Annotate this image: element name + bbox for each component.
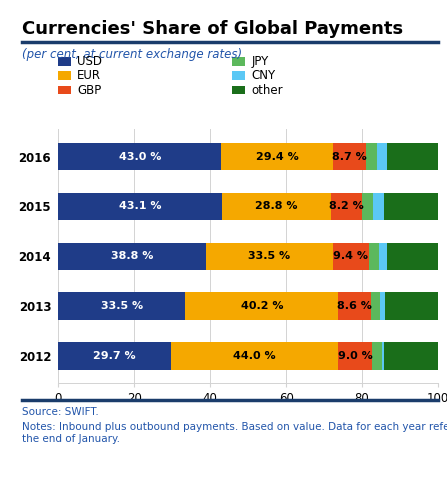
Text: 8.2 %: 8.2 % [329,202,364,212]
Bar [387,143,438,171]
Bar [222,193,331,220]
Text: (per cent, at current exchange rates): (per cent, at current exchange rates) [22,48,242,61]
Text: 43.1 %: 43.1 % [119,202,161,212]
Text: JPY: JPY [252,55,269,68]
Text: other: other [252,83,283,97]
Bar [380,292,385,320]
Bar [382,342,384,369]
Bar [331,193,363,220]
Bar [371,292,380,320]
Text: 29.7 %: 29.7 % [93,351,136,361]
Text: CNY: CNY [252,69,276,82]
Bar [221,143,333,171]
Bar [206,242,333,270]
Text: 8.7 %: 8.7 % [333,152,367,162]
Bar [58,242,206,270]
Bar [373,193,384,220]
Text: GBP: GBP [77,83,101,97]
Bar [333,242,368,270]
Bar [379,242,387,270]
Bar [384,342,438,369]
Text: 28.8 %: 28.8 % [255,202,298,212]
Text: 40.2 %: 40.2 % [240,301,283,311]
Text: 38.8 %: 38.8 % [111,251,153,261]
Bar [385,292,438,320]
Bar [171,342,338,369]
Text: Notes: Inbound plus outbound payments. Based on value. Data for each year refer : Notes: Inbound plus outbound payments. B… [22,422,447,444]
Text: 29.4 %: 29.4 % [256,152,299,162]
Bar [384,193,438,220]
Bar [387,242,438,270]
Text: 8.6 %: 8.6 % [337,301,372,311]
Text: USD: USD [77,55,102,68]
Bar [58,342,171,369]
Bar [58,292,186,320]
Bar [363,193,373,220]
Bar [338,342,372,369]
Bar [58,193,222,220]
Bar [338,292,371,320]
Text: EUR: EUR [77,69,101,82]
Bar [376,143,387,171]
Text: Currencies' Share of Global Payments: Currencies' Share of Global Payments [22,20,404,38]
Text: 9.0 %: 9.0 % [338,351,373,361]
Text: 43.0 %: 43.0 % [118,152,161,162]
Bar [58,143,221,171]
Bar [333,143,366,171]
Bar [186,292,338,320]
Text: 44.0 %: 44.0 % [233,351,276,361]
Bar [366,143,376,171]
Text: 33.5 %: 33.5 % [248,251,290,261]
Text: 33.5 %: 33.5 % [101,301,143,311]
Text: Source: SWIFT.: Source: SWIFT. [22,407,99,417]
Text: 9.4 %: 9.4 % [333,251,368,261]
Bar [372,342,382,369]
Bar [368,242,379,270]
